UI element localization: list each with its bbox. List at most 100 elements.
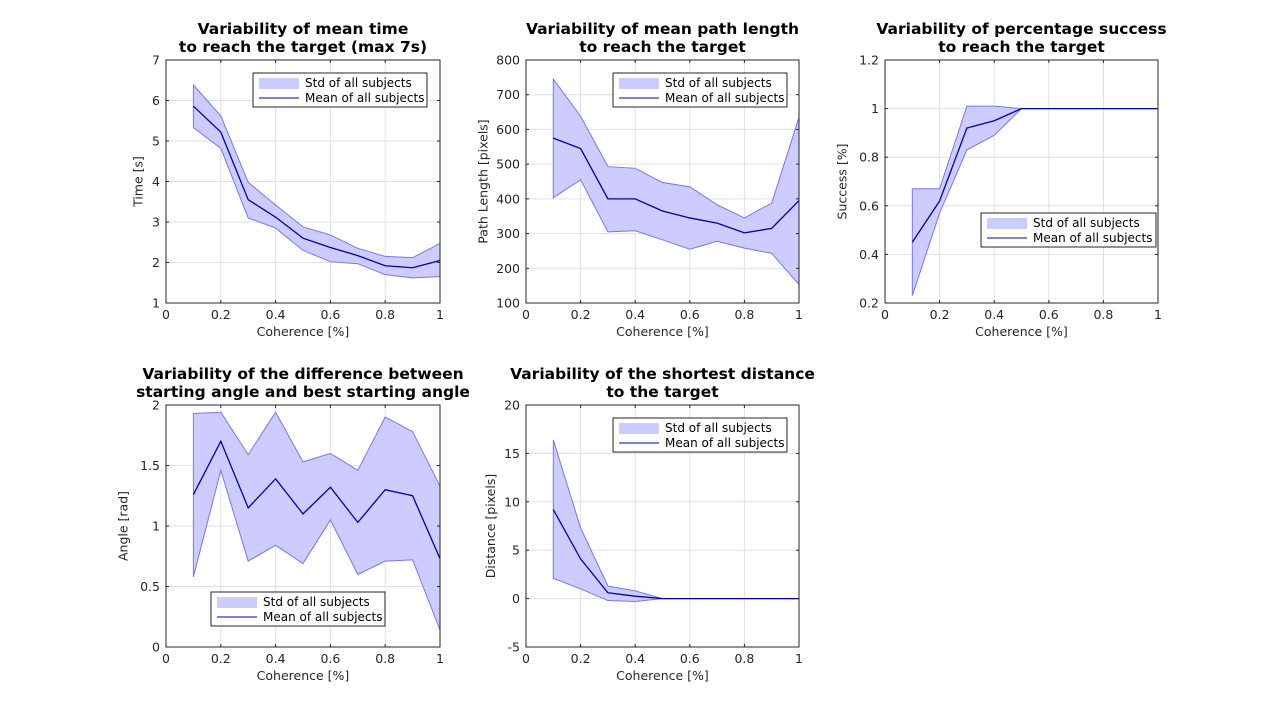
y-tick-label: 0.5: [140, 579, 160, 594]
x-tick-label: 1: [436, 307, 444, 322]
legend-swatch-band: [217, 597, 257, 608]
axes-box: [525, 404, 800, 648]
y-tick-label: 5: [512, 543, 520, 558]
mean-line: [552, 509, 799, 600]
legend-entry-mean: Mean of all subjects: [665, 91, 784, 105]
x-tick-label: 0.2: [571, 651, 591, 666]
legend-swatch-band: [619, 78, 659, 89]
x-tick-label: 1: [1154, 307, 1162, 322]
x-tick-label: 0: [162, 651, 170, 666]
x-tick-label: 0.4: [266, 307, 286, 322]
chart-panel-2: 0 0.2 0.4 0.6 0.8 1 100 200 300 400 500 600 700 800 Co…: [476, 20, 803, 339]
y-tick-label: 0.4: [859, 247, 879, 262]
chart-title-line: Variability of the difference between: [142, 365, 463, 383]
legend-entry-std: Std of all subjects: [1033, 216, 1140, 230]
chart-title-line: to reach the target (max 7s): [179, 38, 427, 56]
y-tick-label: 0.8: [859, 150, 879, 165]
x-tick-label: 0: [522, 307, 530, 322]
x-axis-label: Coherence [%]: [616, 668, 709, 683]
mean-line: [911, 107, 1158, 243]
x-tick-label: 1: [436, 651, 444, 666]
y-tick-label: 1: [152, 296, 160, 311]
chart-panel-1: 0 0.2 0.4 0.6 0.8 1 1 2 3 4 5 6 7 Coherence [%] Time […: [131, 20, 444, 339]
legend-entry-std: Std of all subjects: [665, 76, 772, 90]
y-axis-label: Path Length [pixels]: [476, 119, 491, 243]
y-tick-label: 200: [496, 261, 520, 276]
chart-title-line: to reach the target: [579, 38, 746, 56]
y-tick-label: 0.2: [859, 296, 879, 311]
x-tick-label: 0.4: [266, 651, 286, 666]
x-tick-label: 0.6: [1039, 307, 1059, 322]
x-tick-label: 0.6: [680, 651, 700, 666]
y-tick-label: 10: [504, 494, 520, 509]
chart-panel-3: 0 0.2 0.4 0.6 0.8 10.20.40.60.811.2Coherence …: [835, 20, 1167, 339]
x-axis-label: Coherence [%]: [257, 668, 350, 683]
chart-title-line: Variability of the shortest distance: [510, 365, 815, 383]
chart-title-line: starting angle and best starting angle: [136, 383, 470, 401]
x-tick-label: 0.2: [211, 307, 231, 322]
chart-title-line: to reach the target: [938, 38, 1105, 56]
legend-swatch-band: [987, 218, 1027, 229]
x-tick-label: 0: [881, 307, 889, 322]
x-tick-label: 1: [795, 307, 803, 322]
y-tick-label: 700: [496, 87, 520, 102]
y-tick-label: 2: [152, 255, 160, 270]
y-tick-label: 600: [496, 122, 520, 137]
x-tick-label: 0.8: [734, 307, 754, 322]
mean-line: [192, 439, 441, 559]
mean-line: [192, 105, 441, 269]
x-tick-label: 0: [522, 651, 530, 666]
y-tick-label: 2: [152, 398, 160, 413]
legend-swatch-band: [619, 423, 659, 434]
x-tick-label: 0.4: [625, 651, 645, 666]
y-tick-label: 3: [152, 215, 160, 230]
plot-area: [885, 60, 1158, 303]
chart-title-line: to the target: [606, 383, 719, 401]
legend-entry-mean: Mean of all subjects: [263, 610, 382, 624]
x-tick-label: 0.2: [930, 307, 950, 322]
y-tick-label: 7: [152, 53, 160, 68]
chart-panel-4: 0 0.2 0.4 0.6 0.8 1 0 0.5 1 1.5 2 Coherence [%] Angl…: [116, 365, 470, 683]
y-tick-label: 15: [504, 446, 520, 461]
legend-entry-std: Std of all subjects: [263, 595, 370, 609]
chart-title-line: Variability of mean path length: [526, 20, 799, 38]
y-tick-label: 0.6: [859, 198, 879, 213]
legend-entry-mean: Mean of all subjects: [305, 91, 424, 105]
y-tick-label: 6: [152, 93, 160, 108]
y-tick-label: 400: [496, 191, 520, 206]
y-tick-label: 5: [152, 134, 160, 149]
x-tick-label: 0.8: [375, 307, 395, 322]
legend-entry-std: Std of all subjects: [665, 421, 772, 435]
y-tick-label: 1.2: [859, 53, 879, 68]
x-tick-label: 0.8: [375, 651, 395, 666]
y-tick-label: 800: [496, 53, 520, 68]
x-tick-label: 0.8: [734, 651, 754, 666]
y-tick-label: 300: [496, 226, 520, 241]
y-tick-label: 0: [152, 640, 160, 655]
y-tick-label: 1.5: [140, 458, 160, 473]
y-tick-label: 500: [496, 157, 520, 172]
legend-swatch-band: [259, 78, 299, 89]
x-tick-label: 0.2: [571, 307, 591, 322]
x-tick-label: 0: [162, 307, 170, 322]
y-axis-label: Distance [pixels]: [483, 474, 498, 578]
chart-title-line: Variability of percentage success: [876, 20, 1166, 38]
y-axis-label: Success [%]: [835, 144, 850, 220]
y-axis-label: Angle [rad]: [116, 491, 131, 561]
y-tick-label: 1: [152, 519, 160, 534]
y-tick-label: 100: [496, 296, 520, 311]
y-tick-label: 0: [512, 591, 520, 606]
y-tick-label: 20: [504, 398, 520, 413]
x-axis-label: Coherence [%]: [616, 324, 709, 339]
x-axis-label: Coherence [%]: [975, 324, 1068, 339]
x-axis-label: Coherence [%]: [257, 324, 350, 339]
mean-line: [553, 137, 800, 234]
legend-entry-mean: Mean of all subjects: [1033, 231, 1152, 245]
